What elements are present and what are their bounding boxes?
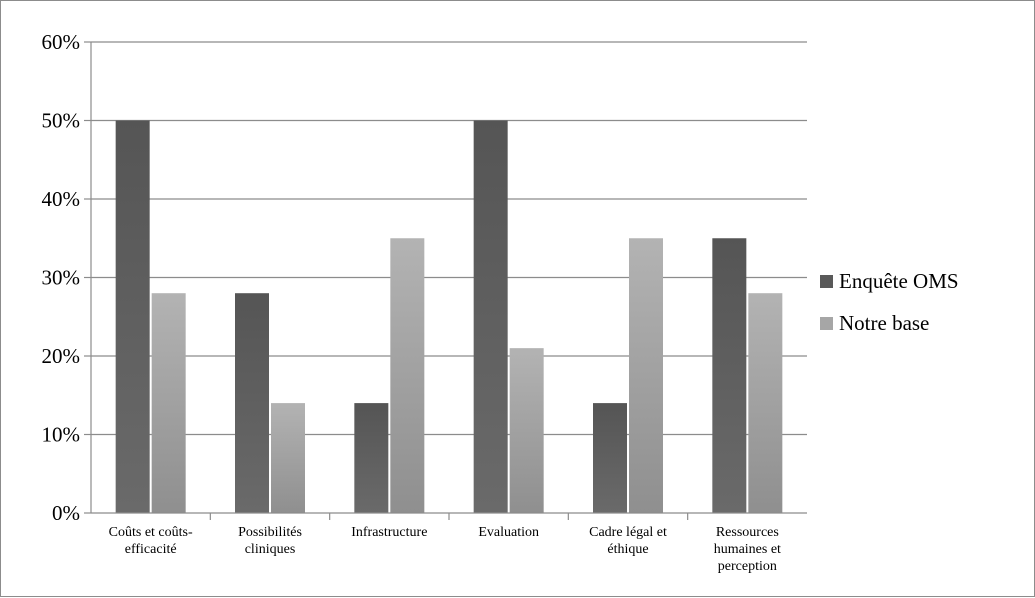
bar-enquete-oms — [235, 293, 269, 513]
bar-enquete-oms — [354, 403, 389, 513]
x-axis-category-labels: Coûts et coûts-efficacité Possibilités cli… — [109, 525, 781, 574]
gridlines — [91, 41, 807, 436]
x-category-label: efficacité — [125, 542, 177, 557]
x-category-label: Possibilités — [238, 525, 302, 540]
x-category-label: Ressources — [716, 525, 779, 540]
y-tick-label: 10% — [42, 423, 81, 447]
y-tick-label: 0% — [52, 501, 80, 525]
x-category-label: éthique — [607, 542, 648, 557]
y-tick-label: 50% — [42, 109, 81, 133]
legend: Enquête OMS Notre base — [820, 269, 959, 335]
x-category-label: Coûts et coûts- — [109, 525, 193, 540]
bar-enquete-oms — [593, 403, 627, 513]
y-tick-label: 20% — [42, 344, 81, 368]
bar-notre-base — [748, 293, 783, 513]
x-category-label: humaines et — [714, 542, 781, 557]
legend-swatch — [820, 275, 833, 288]
bar-notre-base — [271, 403, 305, 513]
axes — [84, 41, 807, 520]
bars — [115, 120, 783, 513]
legend-label: Notre base — [839, 311, 929, 335]
bar-enquete-oms — [712, 238, 747, 513]
bar-notre-base — [151, 293, 186, 513]
x-category-label: perception — [718, 559, 777, 574]
bar-enquete-oms — [115, 120, 150, 513]
x-category-label: Cadre légal et — [589, 525, 667, 540]
legend-label: Enquête OMS — [839, 269, 959, 293]
y-tick-label: 60% — [42, 30, 81, 54]
bar-notre-base — [629, 238, 663, 513]
legend-swatch — [820, 317, 833, 330]
x-category-label: Infrastructure — [351, 525, 427, 540]
x-category-label: cliniques — [245, 542, 296, 557]
x-category-label: Evaluation — [478, 525, 539, 540]
bar-notre-base — [390, 238, 425, 513]
y-tick-label: 40% — [42, 187, 81, 211]
bar-enquete-oms — [473, 120, 508, 513]
y-tick-label: 30% — [42, 266, 81, 290]
bar-notre-base — [509, 348, 544, 513]
y-axis-ticks: 0% 10% 20% 30% 40% 50% 60% — [42, 30, 81, 525]
